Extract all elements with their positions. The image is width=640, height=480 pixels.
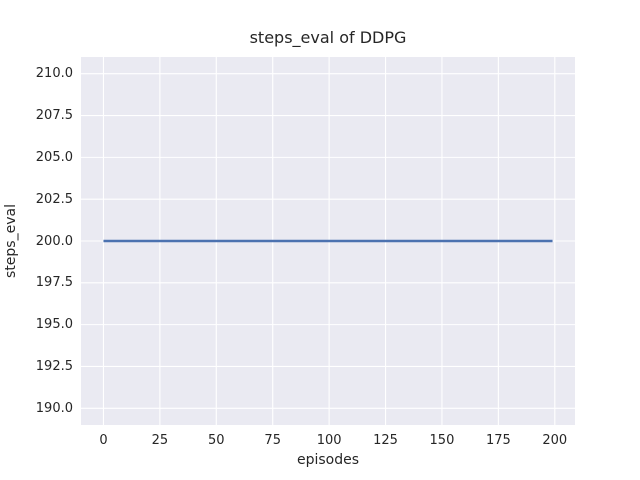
y-tick-label: 200.0 (35, 233, 73, 249)
y-tick-label: 190.0 (35, 400, 73, 416)
y-tick-label: 197.5 (35, 275, 73, 291)
y-tick-label: 207.5 (35, 108, 73, 124)
x-tick-label: 125 (373, 433, 398, 448)
y-tick-label: 192.5 (35, 358, 73, 374)
x-tick-label: 75 (264, 433, 281, 448)
chart-title: steps_eval of DDPG (249, 28, 407, 47)
plot-area (81, 57, 575, 425)
x-tick-label: 200 (542, 433, 568, 448)
y-tick-label: 210.0 (35, 66, 73, 82)
y-tick-label: 205.0 (35, 149, 73, 165)
y-tick-label: 202.5 (35, 191, 73, 207)
x-tick-label: 150 (429, 433, 455, 448)
x-tick-label: 25 (151, 433, 169, 448)
x-axis-label: episodes (296, 452, 360, 468)
x-tick-label: 175 (485, 433, 511, 448)
y-tick-label: 195.0 (35, 317, 73, 333)
x-tick-label: 0 (99, 433, 108, 448)
x-tick-label: 100 (316, 433, 342, 448)
x-tick-label: 50 (208, 433, 225, 448)
